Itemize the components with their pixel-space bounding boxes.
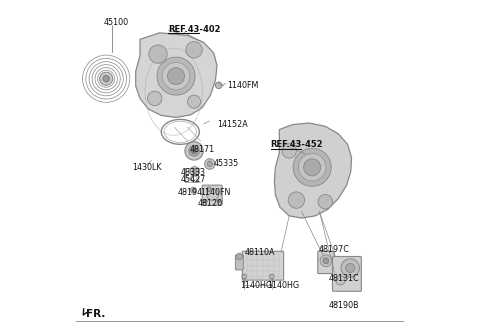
Circle shape — [236, 253, 242, 260]
Circle shape — [192, 189, 195, 192]
Circle shape — [147, 91, 162, 106]
Circle shape — [189, 146, 199, 156]
Text: FR.: FR. — [86, 309, 106, 319]
Circle shape — [304, 159, 321, 176]
Circle shape — [207, 189, 219, 200]
Text: 48110A: 48110A — [245, 248, 276, 257]
Text: 48194: 48194 — [178, 188, 203, 197]
Text: 48120: 48120 — [197, 199, 223, 208]
Circle shape — [204, 159, 215, 169]
Polygon shape — [275, 123, 351, 218]
Text: 45427: 45427 — [181, 175, 206, 184]
Circle shape — [216, 82, 222, 89]
FancyBboxPatch shape — [235, 255, 243, 270]
Circle shape — [206, 187, 211, 192]
Circle shape — [270, 274, 274, 279]
Text: 48333: 48333 — [181, 168, 206, 177]
Circle shape — [188, 95, 201, 108]
Circle shape — [299, 154, 326, 181]
Polygon shape — [136, 33, 217, 117]
FancyBboxPatch shape — [333, 256, 361, 291]
Circle shape — [288, 192, 305, 208]
Circle shape — [336, 276, 345, 285]
Text: 1140FM: 1140FM — [227, 81, 258, 91]
Circle shape — [242, 274, 247, 279]
Text: 1140HG: 1140HG — [240, 281, 272, 290]
Circle shape — [186, 42, 202, 58]
Circle shape — [282, 144, 297, 158]
Circle shape — [346, 263, 355, 273]
Text: 45335: 45335 — [214, 159, 239, 169]
Circle shape — [103, 75, 109, 82]
Circle shape — [192, 169, 197, 174]
Text: 1430LK: 1430LK — [132, 163, 161, 172]
Text: 1140FN: 1140FN — [201, 188, 231, 197]
Text: 48131C: 48131C — [328, 274, 359, 283]
Circle shape — [157, 57, 195, 95]
Circle shape — [323, 258, 329, 264]
Circle shape — [149, 45, 167, 63]
Text: 45100: 45100 — [104, 18, 129, 28]
Text: 48190B: 48190B — [328, 301, 359, 310]
Circle shape — [207, 161, 213, 167]
Circle shape — [191, 187, 196, 193]
Circle shape — [293, 148, 331, 186]
Circle shape — [185, 142, 203, 160]
Text: REF.43-402: REF.43-402 — [168, 25, 221, 34]
Text: REF.43-452: REF.43-452 — [271, 140, 323, 150]
Circle shape — [217, 199, 220, 203]
Text: 48197C: 48197C — [319, 245, 349, 255]
Circle shape — [318, 195, 333, 209]
Text: 48171: 48171 — [189, 145, 214, 154]
Circle shape — [204, 199, 207, 203]
Circle shape — [168, 68, 185, 85]
FancyBboxPatch shape — [318, 251, 334, 274]
Circle shape — [190, 167, 199, 176]
Circle shape — [162, 62, 190, 90]
Circle shape — [192, 148, 197, 154]
Circle shape — [320, 255, 332, 267]
Text: 1140HG: 1140HG — [267, 281, 299, 290]
Circle shape — [100, 72, 113, 85]
Circle shape — [341, 259, 360, 277]
FancyBboxPatch shape — [242, 251, 284, 280]
Text: 14152A: 14152A — [217, 120, 248, 129]
FancyBboxPatch shape — [202, 185, 222, 205]
